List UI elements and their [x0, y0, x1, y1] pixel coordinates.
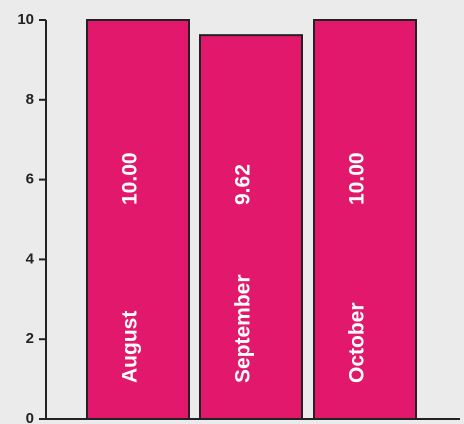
- value-label: 9.62: [232, 164, 255, 205]
- y-tick-label: 2: [26, 330, 34, 347]
- y-tick-label: 0: [26, 410, 34, 424]
- bar-labels: August 10.00 September 9.62 October 10.00: [119, 152, 369, 383]
- category-label: August: [119, 311, 142, 383]
- value-label: 10.00: [119, 152, 142, 205]
- bar-october: [313, 19, 417, 420]
- y-tick-label: 6: [26, 171, 34, 188]
- value-label: 10.00: [346, 152, 369, 205]
- category-label: September: [232, 274, 255, 383]
- category-label: October: [346, 302, 369, 383]
- y-tick-label: 8: [26, 91, 34, 108]
- y-tick-label: 10: [17, 11, 34, 28]
- y-axis: 0 2 4 6 8 10: [17, 11, 47, 424]
- bar-september: [199, 34, 303, 421]
- y-tick-label: 4: [26, 250, 35, 267]
